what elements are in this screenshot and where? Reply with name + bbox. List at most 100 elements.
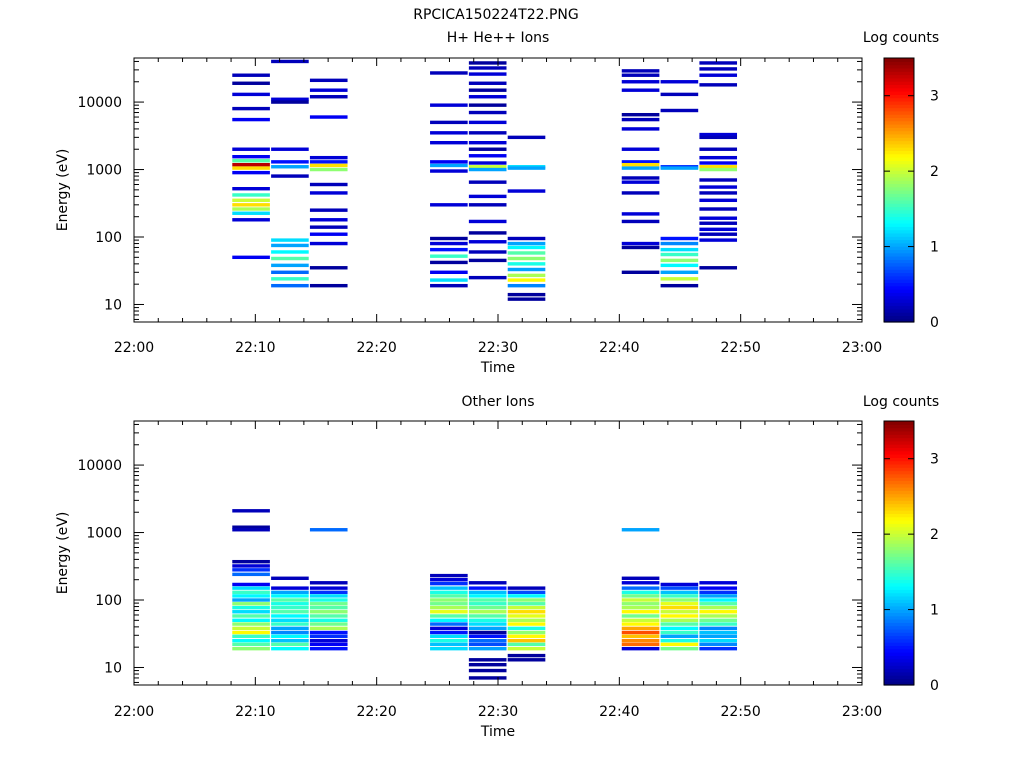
heatmap-cell <box>468 581 507 585</box>
heatmap-cell <box>621 212 660 216</box>
heatmap-cell <box>232 147 270 151</box>
heatmap-cell <box>232 193 270 197</box>
heatmap-cell <box>660 92 699 97</box>
colorbar-band <box>884 166 914 171</box>
heatmap-cell <box>468 658 507 662</box>
x-tick-label: 22:20 <box>356 340 396 356</box>
colorbar-band <box>884 579 914 584</box>
heatmap-cell <box>271 270 309 274</box>
heatmap-cell <box>309 160 348 164</box>
heatmap-cell <box>309 642 348 647</box>
heatmap-cell <box>309 590 348 595</box>
colorbar-band <box>884 447 914 452</box>
heatmap-cell <box>468 167 507 172</box>
heatmap-cell <box>621 634 660 638</box>
heatmap-cell <box>232 610 270 614</box>
heatmap-cell <box>699 618 738 623</box>
energy-sweep <box>699 61 738 270</box>
colorbar-band <box>884 470 914 475</box>
x-tick-label: 22:50 <box>720 704 760 720</box>
colorbar-band <box>884 460 914 465</box>
colorbar-band <box>884 602 914 607</box>
colorbar-band <box>884 576 914 580</box>
heatmap-cell <box>430 642 468 647</box>
heatmap-cell <box>699 581 738 585</box>
heatmap-cell <box>468 219 507 224</box>
colorbar-band <box>884 622 914 627</box>
colorbar-band <box>884 483 914 488</box>
colorbar-band <box>884 173 914 178</box>
heatmap-cell <box>699 594 738 598</box>
heatmap-cell <box>309 208 348 212</box>
colorbar-band <box>884 223 914 227</box>
heatmap-cell <box>660 614 699 618</box>
heatmap-cell <box>507 634 546 638</box>
heatmap-cell <box>232 73 270 77</box>
heatmap-cell <box>660 283 699 288</box>
colorbar-band <box>884 648 914 653</box>
heatmap-cell <box>232 594 270 598</box>
colorbar-band <box>884 553 914 557</box>
heatmap-cell <box>660 108 699 113</box>
heatmap-cell <box>232 559 270 564</box>
colorbar-band <box>884 71 914 76</box>
heatmap-cell <box>507 614 546 618</box>
colorbar-band <box>884 506 914 511</box>
heatmap-cell <box>699 167 738 172</box>
colorbar-band <box>884 292 914 297</box>
heatmap-cell <box>430 103 468 107</box>
heatmap-cell <box>309 586 348 590</box>
colorbar-band <box>884 586 914 590</box>
heatmap-cell <box>232 92 270 97</box>
heatmap-cell <box>621 219 660 224</box>
heatmap-cell <box>660 241 699 246</box>
heatmap-cell <box>468 165 507 169</box>
heatmap-cell <box>621 614 660 618</box>
heatmap-cell <box>507 598 546 602</box>
colorbar-band <box>884 655 914 660</box>
heatmap-cell <box>271 277 309 281</box>
colorbar-band <box>884 652 914 656</box>
x-tick-label: 22:20 <box>356 704 396 720</box>
heatmap-cell <box>232 626 270 631</box>
colorbar-band <box>884 678 914 683</box>
colorbar-band <box>884 500 914 505</box>
colorbar-band <box>884 84 914 89</box>
colorbar-band <box>884 170 914 175</box>
heatmap-cell <box>430 598 468 602</box>
heatmap-cell <box>430 602 468 606</box>
heatmap-cell <box>507 283 546 288</box>
heatmap-cell <box>507 236 546 241</box>
heatmap-cell <box>430 270 468 274</box>
colorbar-band <box>884 246 914 250</box>
heatmap-cell <box>309 115 348 119</box>
colorbar-band <box>884 473 914 478</box>
colorbar-band <box>884 463 914 468</box>
y-tick-label: 10000 <box>77 458 122 474</box>
heatmap-cell <box>507 586 546 590</box>
colorbar-band <box>884 77 914 82</box>
heatmap-cell <box>660 605 699 610</box>
heatmap-cell <box>468 88 507 92</box>
heatmap-cell <box>621 88 660 92</box>
heatmap-cell <box>621 166 660 170</box>
heatmap-cell <box>430 160 468 164</box>
heatmap-cell <box>699 191 738 195</box>
colorbar-band <box>884 279 914 283</box>
colorbar-band <box>884 91 914 95</box>
heatmap-cell <box>271 598 309 602</box>
heatmap-cell <box>507 251 546 255</box>
colorbar-band <box>884 658 914 663</box>
heatmap-cell <box>430 140 468 145</box>
heatmap-cell <box>271 238 309 242</box>
heatmap-cell <box>232 170 270 175</box>
colorbar-band <box>884 454 914 458</box>
colorbar-band <box>884 645 914 650</box>
colorbar-band <box>884 252 914 257</box>
heatmap-cell <box>468 622 507 626</box>
colorbar-band <box>884 163 914 168</box>
heatmap-cell <box>699 207 738 211</box>
heatmap-cell <box>232 198 270 203</box>
heatmap-cell <box>621 610 660 614</box>
heatmap-cell <box>232 568 270 572</box>
